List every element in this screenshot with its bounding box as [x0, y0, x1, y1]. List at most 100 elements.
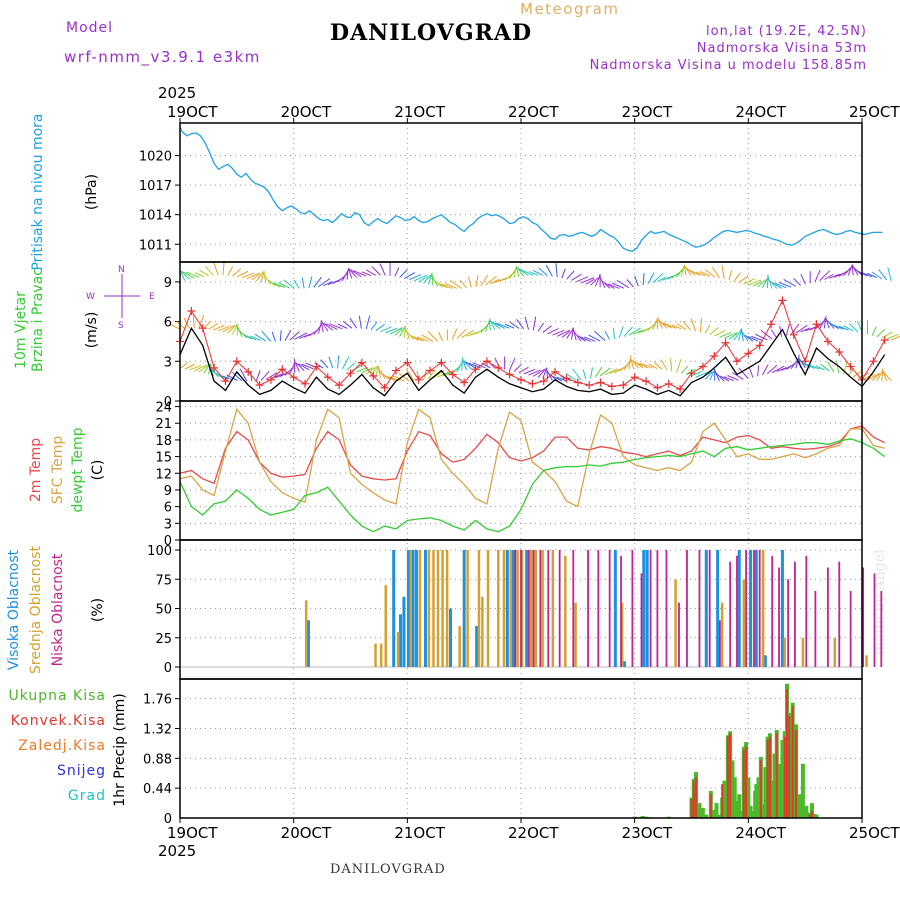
wind-title-line2: Brzina i Pravac — [30, 268, 46, 372]
cloud-bar — [396, 631, 400, 667]
precip-bar — [770, 780, 775, 818]
cloud-bar — [534, 550, 538, 667]
footer-station: DANILOVGRAD — [330, 862, 446, 877]
wind-arrow — [566, 270, 575, 280]
wind-arrow — [413, 274, 428, 282]
wind-title-line1: 10m Vjetar — [13, 291, 29, 369]
wind-arrow — [213, 262, 219, 276]
wind-arrow — [431, 272, 434, 286]
wind-arrow — [513, 364, 522, 372]
wind-arrow — [713, 370, 725, 382]
wind-arrow — [299, 334, 309, 339]
wind-arrow — [490, 320, 501, 330]
precip-bar — [804, 805, 809, 818]
wind-arrow — [509, 321, 520, 329]
wind-arrow — [385, 375, 396, 381]
wind-arrow — [881, 369, 892, 382]
wind-arrow — [241, 272, 255, 279]
elevation-label: Nadmorska Visina 53m — [696, 41, 867, 56]
gust-marker — [573, 378, 582, 387]
precip-bar — [768, 736, 771, 818]
wind-arrow — [361, 271, 372, 276]
wind-arrow — [738, 275, 749, 284]
gust-marker — [801, 357, 810, 366]
cloud-bar — [737, 550, 741, 667]
wind-arrow — [760, 330, 773, 340]
wind-arrow — [350, 269, 362, 278]
wind-arrow — [179, 361, 189, 369]
wind-arrow — [528, 369, 541, 376]
wind-arrow — [203, 364, 210, 374]
wind-arrow — [628, 327, 641, 336]
wind-arrow — [683, 264, 687, 276]
wind-arrow — [251, 273, 261, 281]
wind-arrow — [375, 365, 379, 377]
wind-arrow — [647, 272, 655, 285]
wind-arrow — [866, 272, 878, 279]
wind-arrow — [770, 329, 778, 339]
gust-marker — [323, 373, 332, 382]
wind-arrow — [537, 322, 544, 332]
wind-arrow — [466, 332, 476, 337]
gust-marker — [869, 357, 878, 366]
wind-arrow — [599, 367, 611, 377]
cloud-bar — [418, 550, 422, 667]
precip-bar — [791, 706, 794, 818]
wind-arrow — [542, 368, 547, 379]
wind-arrow — [633, 329, 643, 335]
wind-arrow — [323, 281, 333, 287]
model-label: Model — [66, 20, 114, 36]
wind-arrow — [255, 272, 264, 282]
wind-unit-group: (m/s) — [84, 312, 100, 349]
gust-marker — [551, 367, 560, 376]
wind-arrow — [516, 266, 525, 277]
y-tick-label: 1.76 — [143, 693, 172, 708]
wind-arrow — [182, 271, 195, 279]
wind-arrow — [648, 363, 658, 370]
gust-marker — [653, 383, 662, 392]
wind-arrow — [632, 360, 644, 369]
wind-arrow — [561, 330, 571, 338]
cloud-bar — [411, 550, 415, 667]
wind-arrow — [284, 330, 292, 342]
wind-arrow — [594, 275, 601, 287]
precip-bar — [783, 736, 786, 818]
wind-arrow — [604, 330, 611, 340]
cloud-bar — [532, 550, 535, 667]
top-x-tick-label: 25OCT — [849, 103, 900, 121]
gust-marker — [676, 385, 685, 394]
wind-arrow — [613, 327, 615, 339]
wind-arrow — [517, 267, 529, 277]
wind-arrow — [199, 269, 209, 277]
cloud-bar — [720, 602, 724, 667]
y-tick-label: 1020 — [139, 150, 172, 165]
gust-marker — [721, 338, 730, 347]
cloud-bar — [763, 655, 767, 667]
wind-arrow — [757, 365, 760, 377]
precip-bar — [775, 733, 778, 818]
gust-marker — [744, 349, 753, 358]
wind-arrow — [740, 329, 749, 342]
precip-bar — [737, 794, 742, 818]
y-tick-label: 0 — [164, 534, 172, 549]
wind-arrow — [317, 319, 323, 334]
y-tick-label: 50 — [155, 603, 172, 618]
wind-arrow — [404, 328, 415, 341]
precip-bar — [721, 784, 724, 818]
wind-arrow — [222, 261, 225, 276]
gust-marker — [369, 371, 378, 380]
product-title: Meteogram — [520, 0, 620, 18]
wind-arrow — [404, 272, 416, 279]
gust-marker — [642, 377, 651, 386]
wind-arrow — [800, 327, 810, 333]
wind-arrow — [798, 358, 806, 369]
gust-marker — [380, 383, 389, 392]
wind-arrow — [208, 363, 211, 375]
cloud-bar — [399, 614, 403, 667]
cloud-bar — [783, 637, 786, 667]
precip-bar — [756, 777, 761, 818]
cloud-bar — [880, 590, 883, 667]
wind-arrow — [598, 274, 606, 288]
cloud-bar — [475, 626, 479, 667]
